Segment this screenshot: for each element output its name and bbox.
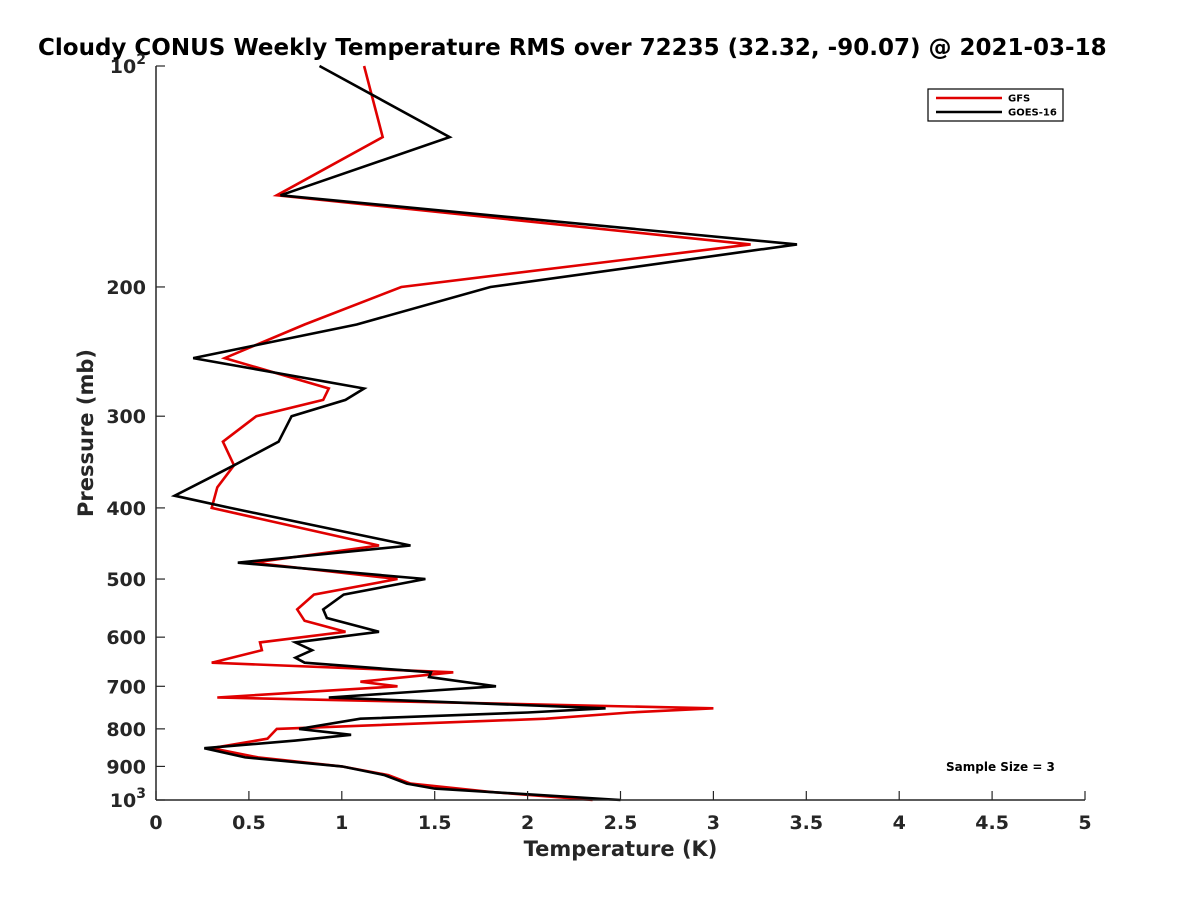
y-tick-label: 200 (106, 277, 146, 299)
legend-box (927, 88, 1064, 122)
legend-items: GFS GOES-16 (936, 94, 1057, 119)
chart-title: Cloudy CONUS Weekly Temperature RMS over… (38, 35, 1107, 61)
y-tick-label: 600 (106, 627, 146, 649)
series-line-goes-16 (170, 64, 798, 802)
x-tick-label: 0 (149, 812, 162, 834)
x-tick-label: 1 (335, 812, 348, 834)
series-layer (170, 64, 798, 802)
y-tick-label: 900 (106, 756, 146, 778)
y-tick-label: 103 (110, 786, 146, 812)
x-tick-label: 0.5 (232, 812, 266, 834)
x-tick-label: 3 (707, 812, 720, 834)
plot-area (155, 64, 1085, 802)
x-tick-label: 4 (893, 812, 906, 834)
legend: GFS GOES-16 (927, 88, 1064, 122)
plot-background (156, 66, 1085, 800)
sample-size-annotation: Sample Size = 3 (946, 760, 1055, 774)
x-axis-ticks: 0 0.5 1 1.5 2 2.5 3 3.5 4 4.5 5 (149, 791, 1092, 834)
y-axis-label: Pressure (mb) (74, 349, 98, 517)
y-tick-label: 800 (106, 719, 146, 741)
legend-label-goes-16: GOES-16 (1008, 108, 1057, 119)
y-tick-label: 700 (106, 676, 146, 698)
x-tick-label: 2 (521, 812, 534, 834)
y-tick-label: 102 (110, 52, 146, 78)
x-tick-label: 3.5 (789, 812, 823, 834)
x-tick-label: 5 (1078, 812, 1091, 834)
x-tick-label: 2.5 (604, 812, 638, 834)
x-tick-label: 1.5 (418, 812, 452, 834)
y-tick-label: 300 (106, 406, 146, 428)
y-axis-ticks: 102 200 300 400 500 600 700 800 900 103 (106, 52, 165, 812)
x-axis-label: Temperature (K) (524, 837, 718, 861)
legend-label-gfs: GFS (1008, 94, 1030, 105)
x-tick-label: 4.5 (975, 812, 1009, 834)
y-tick-label: 400 (106, 498, 146, 520)
y-tick-label: 500 (106, 569, 146, 591)
